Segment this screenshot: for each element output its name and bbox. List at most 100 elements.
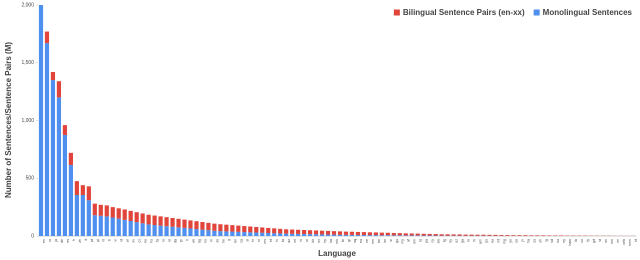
x-tick-label: ha — [526, 239, 530, 243]
x-tick-label: fa — [156, 239, 160, 242]
x-tick-label: fi — [185, 239, 189, 241]
bar-segment — [236, 225, 241, 232]
x-tick-label: ht — [634, 239, 638, 242]
bar-segment — [278, 233, 283, 236]
bar-segment — [134, 212, 139, 223]
x-tick-label: jv — [520, 239, 524, 243]
bar-segment — [290, 229, 295, 234]
x-tick-label: fr — [72, 238, 76, 241]
bar-segment — [68, 164, 73, 236]
bar-segment — [296, 229, 301, 234]
bar-segment — [397, 233, 402, 236]
bar-segment — [80, 194, 85, 236]
bar-segment — [116, 218, 121, 236]
bar-segment — [331, 231, 337, 235]
x-tick-label: my — [401, 239, 405, 244]
bar-segment — [74, 194, 79, 236]
bar-segment — [391, 232, 396, 236]
x-tick-label: az — [287, 239, 291, 243]
bar-segment — [475, 234, 480, 236]
bar-segment — [427, 233, 432, 236]
bar-segment — [56, 97, 62, 237]
x-tick-label: cs — [138, 239, 142, 243]
x-tick-label: et — [269, 239, 273, 242]
x-tick-label: ga — [461, 239, 465, 243]
bar-segment — [325, 230, 331, 235]
bar-segment — [86, 186, 91, 201]
x-tick-label: pt — [90, 239, 94, 242]
legend-swatch — [533, 9, 540, 16]
bar-segment — [397, 235, 402, 236]
bar-segment — [415, 233, 420, 236]
x-tick-label: th — [179, 239, 183, 242]
bar-segment — [296, 233, 301, 236]
bar-segment — [200, 229, 205, 236]
bar-segment — [469, 234, 474, 236]
bar-segment — [278, 228, 283, 234]
x-tick-label: sk — [215, 239, 219, 243]
bar-segment — [457, 234, 462, 236]
legend-label: Bilingual Sentence Pairs (en-xx) — [403, 8, 525, 17]
x-tick-label: nl — [102, 239, 106, 242]
x-tick-label: no — [203, 239, 207, 243]
bar-segment — [98, 204, 103, 216]
bar-segment — [140, 223, 145, 236]
bar-segment — [248, 232, 253, 236]
y-axis-label: Number of Sentences/Sentence Pairs (M) — [4, 42, 13, 198]
bar-segment — [74, 181, 79, 195]
x-tick-label: da — [174, 239, 178, 243]
bar-segment — [44, 31, 50, 44]
bar-segment — [260, 227, 265, 233]
x-tick-label: ne — [365, 239, 369, 243]
x-tick-label: sv — [132, 239, 136, 243]
bar-segment — [242, 232, 247, 236]
x-tick-label: zh — [78, 239, 82, 243]
x-tick-label: ceb — [622, 239, 626, 245]
bar-segment — [236, 231, 241, 236]
bar-segment — [92, 203, 97, 216]
x-tick-label: mt — [496, 239, 500, 243]
bar-segment — [493, 234, 498, 236]
bar-segment — [284, 233, 289, 236]
bar-segment — [194, 221, 199, 230]
x-tick-label: eu — [359, 239, 363, 243]
bar-segment — [62, 125, 68, 135]
bar-segment — [481, 234, 486, 236]
bar-segment — [260, 232, 265, 236]
x-tick-label: mn — [371, 239, 375, 244]
x-tick-label: uk — [191, 239, 195, 243]
bar-segment — [254, 232, 259, 236]
x-tick-label: be — [377, 239, 381, 243]
x-tick-label: he — [221, 239, 225, 243]
bar-segment — [517, 235, 522, 236]
x-tick-label: ca — [239, 239, 243, 243]
x-tick-label: ka — [329, 239, 333, 243]
bar-segment — [38, 5, 44, 236]
bar-segment — [409, 233, 414, 236]
bar-segment — [541, 235, 546, 236]
bar-segment — [248, 226, 253, 233]
x-tick-label: ky — [449, 239, 453, 243]
x-tick-label: lb — [574, 239, 578, 242]
x-tick-label: fil — [473, 239, 477, 242]
y-tick-label: 500 — [26, 176, 35, 182]
x-tick-label: sq — [353, 239, 357, 243]
legend-swatch — [393, 9, 400, 16]
x-tick-label: de — [60, 239, 64, 243]
bar-segment — [218, 231, 223, 236]
x-tick-label: ja — [54, 239, 58, 243]
x-tick-label: so — [514, 239, 518, 243]
x-tick-label: mr — [317, 238, 321, 243]
bar-segment — [361, 234, 367, 236]
x-tick-label: ar — [126, 238, 130, 242]
x-tick-label: ur — [305, 238, 309, 242]
bar-segment — [170, 217, 175, 227]
x-tick-label: gd — [592, 239, 596, 243]
bar-segment — [158, 225, 163, 236]
bar-segment — [224, 224, 229, 232]
x-tick-label: yo — [508, 239, 512, 243]
bar-segment — [92, 215, 97, 236]
bar-segment — [56, 81, 62, 98]
x-tick-label: vi — [114, 239, 118, 242]
legend-label: Monolingual Sentences — [543, 8, 633, 17]
